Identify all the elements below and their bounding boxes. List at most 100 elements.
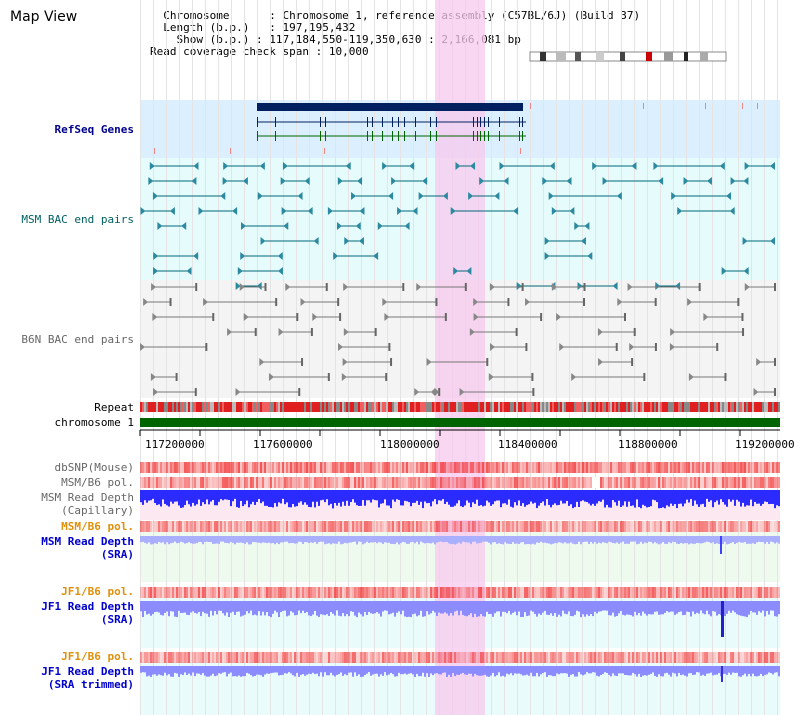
polymorphism-cell <box>258 587 260 598</box>
bac-end-arrow <box>671 192 677 200</box>
polymorphism-cell <box>218 652 220 663</box>
polymorphism-cell <box>560 652 562 663</box>
polymorphism-cell <box>678 587 680 598</box>
depth-bar <box>772 666 774 675</box>
polymorphism-cell <box>568 652 570 663</box>
depth-bar <box>248 666 250 674</box>
polymorphism-cell <box>268 652 270 663</box>
bac-end-tick <box>212 313 215 321</box>
depth-bar <box>496 601 498 612</box>
bac-end-arrow <box>297 192 303 200</box>
depth-bar <box>742 490 744 503</box>
repeat-segment <box>512 402 514 412</box>
polymorphism-cell <box>154 477 156 488</box>
depth-bar <box>312 490 314 502</box>
polymorphism-cell <box>494 587 496 598</box>
depth-bar <box>342 536 344 544</box>
bac-end-arrow <box>391 177 397 185</box>
polymorphism-cell <box>756 521 758 532</box>
depth-bar <box>654 490 656 501</box>
bac-end-tick <box>540 313 543 321</box>
polymorphism-cell <box>394 477 396 488</box>
depth-bar <box>718 601 720 615</box>
polymorphism-cell <box>706 587 708 598</box>
polymorphism-cell <box>474 652 476 663</box>
polymorphism-cell <box>630 587 632 598</box>
polymorphism-cell <box>506 587 508 598</box>
polymorphism-cell <box>192 587 194 598</box>
polymorphism-cell <box>266 521 268 532</box>
depth-bar <box>158 490 160 505</box>
depth-bar <box>756 601 758 615</box>
depth-bar <box>648 601 650 615</box>
polymorphism-cell <box>242 587 244 598</box>
polymorphism-cell <box>752 521 754 532</box>
depth-bar <box>160 601 162 615</box>
repeat-segment <box>762 402 764 412</box>
depth-bar <box>708 601 710 615</box>
bac-end-tick <box>310 328 313 336</box>
depth-bar <box>400 601 402 615</box>
depth-bar <box>228 536 230 544</box>
bac-end-tick <box>515 328 518 336</box>
polymorphism-cell <box>632 477 634 488</box>
bac-end-arrow <box>770 162 775 170</box>
bac-end-arrow <box>658 177 664 185</box>
repeat-segment <box>328 402 330 412</box>
repeat-segment <box>266 402 268 412</box>
polymorphism-cell <box>464 587 466 598</box>
depth-bar <box>452 536 454 544</box>
depth-bar <box>268 490 270 508</box>
depth-bar <box>344 666 346 675</box>
repeat-segment <box>452 402 454 412</box>
depth-bar <box>350 666 352 673</box>
polymorphism-cell <box>396 652 398 663</box>
depth-bar <box>366 601 368 616</box>
depth-bar <box>522 601 524 617</box>
depth-bar <box>328 536 330 544</box>
polymorphism-cell <box>180 652 182 663</box>
sep-3: : <box>249 33 270 46</box>
depth-bar <box>334 490 336 503</box>
depth-bar <box>634 490 636 508</box>
repeat-segment <box>238 402 240 412</box>
repeat-segment <box>408 402 410 412</box>
depth-bar <box>496 536 498 544</box>
snp-density-cell <box>564 462 566 473</box>
depth-bar <box>362 490 364 501</box>
depth-bar <box>644 666 646 676</box>
snp-density-cell <box>448 462 450 473</box>
track-label-jf1-depth-sra: JF1 Read Depth <box>41 600 134 613</box>
depth-bar <box>448 490 450 505</box>
repeat-segment <box>544 402 546 412</box>
polymorphism-cell <box>694 587 696 598</box>
polymorphism-cell <box>218 521 220 532</box>
polymorphism-cell <box>388 652 390 663</box>
polymorphism-cell <box>514 652 516 663</box>
polymorphism-cell <box>490 521 492 532</box>
depth-bar <box>340 490 342 507</box>
depth-bar <box>458 490 460 501</box>
polymorphism-cell <box>500 652 502 663</box>
polymorphism-cell <box>752 477 754 488</box>
polymorphism-cell <box>682 477 684 488</box>
length-value: 197,195,432 <box>282 21 356 34</box>
depth-bar <box>526 490 528 506</box>
depth-bar <box>324 536 326 545</box>
depth-bar <box>214 536 216 544</box>
polymorphism-cell <box>644 587 646 598</box>
depth-bar <box>320 601 322 615</box>
depth-bar <box>366 666 368 674</box>
polymorphism-cell <box>614 652 616 663</box>
polymorphism-cell <box>274 521 276 532</box>
ideogram-band <box>700 52 708 61</box>
depth-bar <box>644 601 646 614</box>
repeat-segment <box>650 402 652 412</box>
depth-bar <box>194 536 196 544</box>
depth-bar <box>326 536 328 544</box>
track-label-b6n-bac: B6N BAC end pairs <box>21 333 134 346</box>
polymorphism-cell <box>604 477 606 488</box>
depth-bar <box>750 666 752 677</box>
depth-bar <box>190 601 192 613</box>
